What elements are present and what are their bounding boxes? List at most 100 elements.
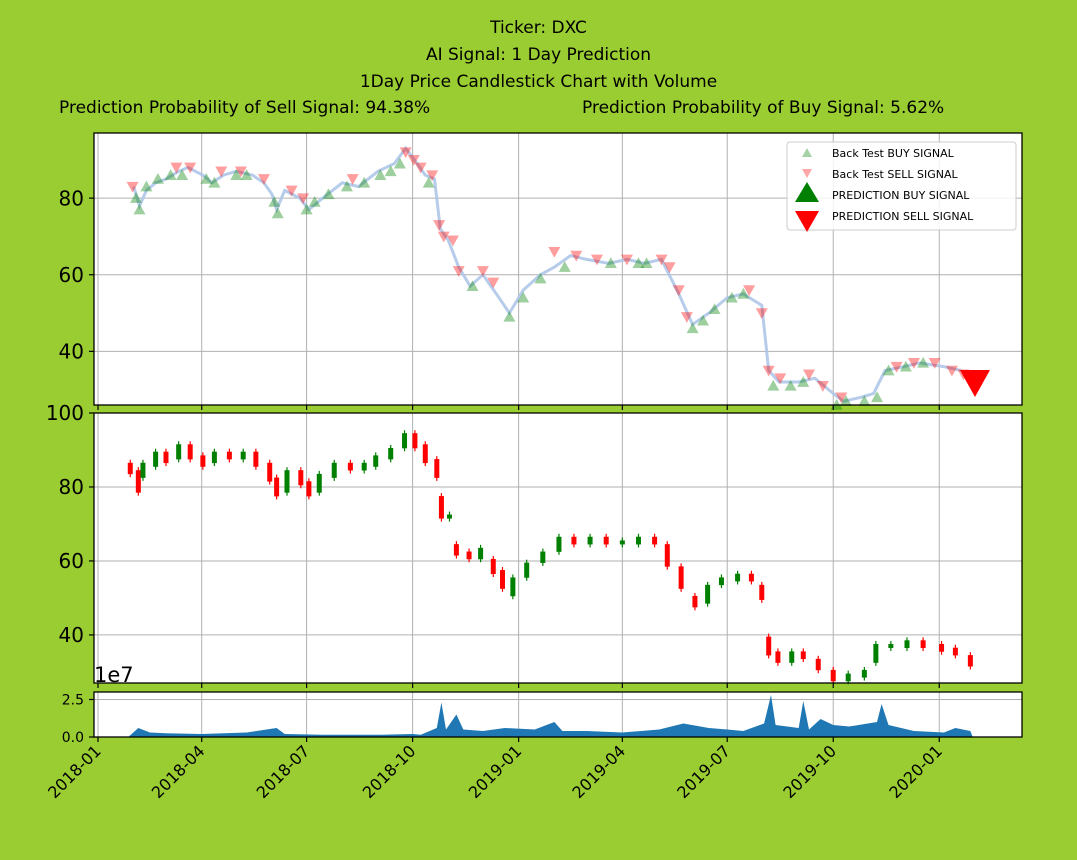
sell-signal-marker [437, 231, 450, 243]
volume-panel-frame [93, 691, 1023, 738]
candle-body [718, 577, 724, 586]
candle-body [830, 669, 836, 682]
candle-body [316, 473, 322, 493]
buy-signal-marker [268, 195, 281, 207]
candle-body [187, 444, 193, 460]
candle-body [200, 455, 206, 467]
sell-signal-marker [890, 361, 903, 373]
buy-signal-marker [737, 287, 750, 299]
candle-body [490, 558, 496, 575]
buy-signal-marker [466, 280, 479, 292]
candle-body [153, 451, 159, 467]
candle-body [388, 447, 394, 460]
sell-probability: Prediction Probability of Sell Signal: 9… [59, 98, 431, 118]
candle-body [298, 470, 304, 486]
price-panel-y-ticks: 40 60 80 100 [46, 401, 940, 688]
candle-body [766, 636, 772, 656]
sell-signal-marker [928, 358, 941, 369]
y-tick-label: 80 [59, 475, 84, 499]
buy-signal-marker [725, 291, 738, 303]
buy-signal-marker [374, 169, 387, 180]
candle-body [939, 644, 945, 652]
candle-body [571, 536, 577, 545]
candle-body [331, 462, 337, 478]
buy-signal-marker [130, 192, 143, 203]
sell-signal-marker [476, 266, 489, 277]
candle-body [347, 462, 353, 471]
buy-signal-marker [200, 172, 213, 184]
sell-signal-marker [170, 162, 183, 174]
candle-body [446, 514, 452, 519]
candle-body [478, 547, 484, 560]
x-tick-label: 2018-07 [253, 741, 314, 802]
price-panel-frame [93, 412, 1023, 684]
buy-signal-marker [632, 257, 645, 269]
x-tick-label: 2018-04 [148, 741, 209, 802]
legend-prediction-buy: PREDICTION BUY SIGNAL [832, 189, 970, 202]
candle-body [952, 647, 958, 656]
y-tick-label: 100 [46, 401, 84, 425]
sell-signal-marker [433, 220, 446, 231]
sell-signal-marker [215, 166, 228, 178]
signal-panel-data [126, 145, 990, 410]
sell-signal-marker [399, 147, 412, 159]
candle-body [373, 455, 379, 467]
buy-signal-marker [322, 188, 335, 200]
sell-signal-marker [297, 193, 310, 205]
sell-signal-marker [663, 262, 676, 274]
x-tick-label: 2020-01 [885, 741, 946, 802]
buy-signal-marker [164, 169, 177, 180]
legend-prediction-sell: PREDICTION SELL SIGNAL [832, 210, 974, 223]
candle-body [652, 536, 658, 545]
candle-body [267, 462, 273, 482]
sell-signal-marker [184, 162, 197, 174]
candle-body [635, 536, 641, 545]
sell-signal-marker [755, 308, 768, 320]
buy-signal-marker [604, 257, 617, 269]
buy-signal-marker [517, 291, 530, 303]
sell-signal-marker [590, 254, 603, 266]
x-tick-label: 2018-10 [359, 741, 420, 802]
sell-signal-marker [816, 381, 829, 392]
buy-signal-marker [858, 395, 871, 406]
candle-body [748, 573, 754, 582]
candle-body [775, 651, 781, 663]
candle-body [274, 477, 280, 497]
buy-signal-marker [686, 322, 699, 334]
candle-body [127, 462, 133, 475]
legend-prediction-sell-marker [795, 211, 819, 232]
sell-signal-marker [285, 185, 298, 197]
y-tick-label: 80 [59, 186, 84, 210]
sell-signal-marker [414, 162, 427, 174]
candle-body [556, 536, 562, 552]
candle-body [163, 451, 169, 464]
buy-signal-marker [308, 195, 321, 207]
legend-prediction-buy-marker [795, 182, 819, 202]
buy-signal-marker [784, 379, 797, 391]
candle-body [361, 462, 367, 471]
volume-scale-label: 1e7 [94, 663, 134, 687]
candle-body [664, 544, 670, 567]
candle-body [510, 577, 516, 597]
y-tick-label: 40 [59, 340, 84, 364]
y-tick-label: 40 [59, 623, 84, 647]
candle-body [140, 462, 146, 478]
candle-body [603, 536, 609, 545]
candle-body [422, 444, 428, 464]
legend-backtest-sell-marker [802, 169, 812, 178]
buy-signal-marker [240, 169, 253, 180]
candle-body [453, 544, 459, 556]
y-tick-label: 60 [59, 549, 84, 573]
signal-panel-y-ticks: 40 60 80 [59, 186, 940, 410]
candle-body [402, 433, 408, 449]
buy-signal-marker [230, 169, 243, 180]
candle-body [240, 451, 246, 460]
sell-signal-marker [570, 250, 583, 262]
sell-signal-marker [407, 155, 420, 166]
candle-body [135, 470, 141, 493]
candle-body [873, 644, 879, 663]
candle-body [967, 655, 973, 667]
sell-signal-marker [672, 285, 685, 297]
price-line [132, 145, 962, 403]
